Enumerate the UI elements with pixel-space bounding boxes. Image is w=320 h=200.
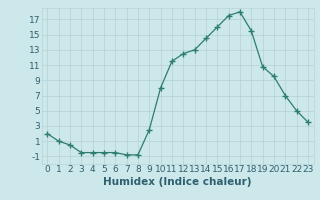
X-axis label: Humidex (Indice chaleur): Humidex (Indice chaleur) <box>103 177 252 187</box>
